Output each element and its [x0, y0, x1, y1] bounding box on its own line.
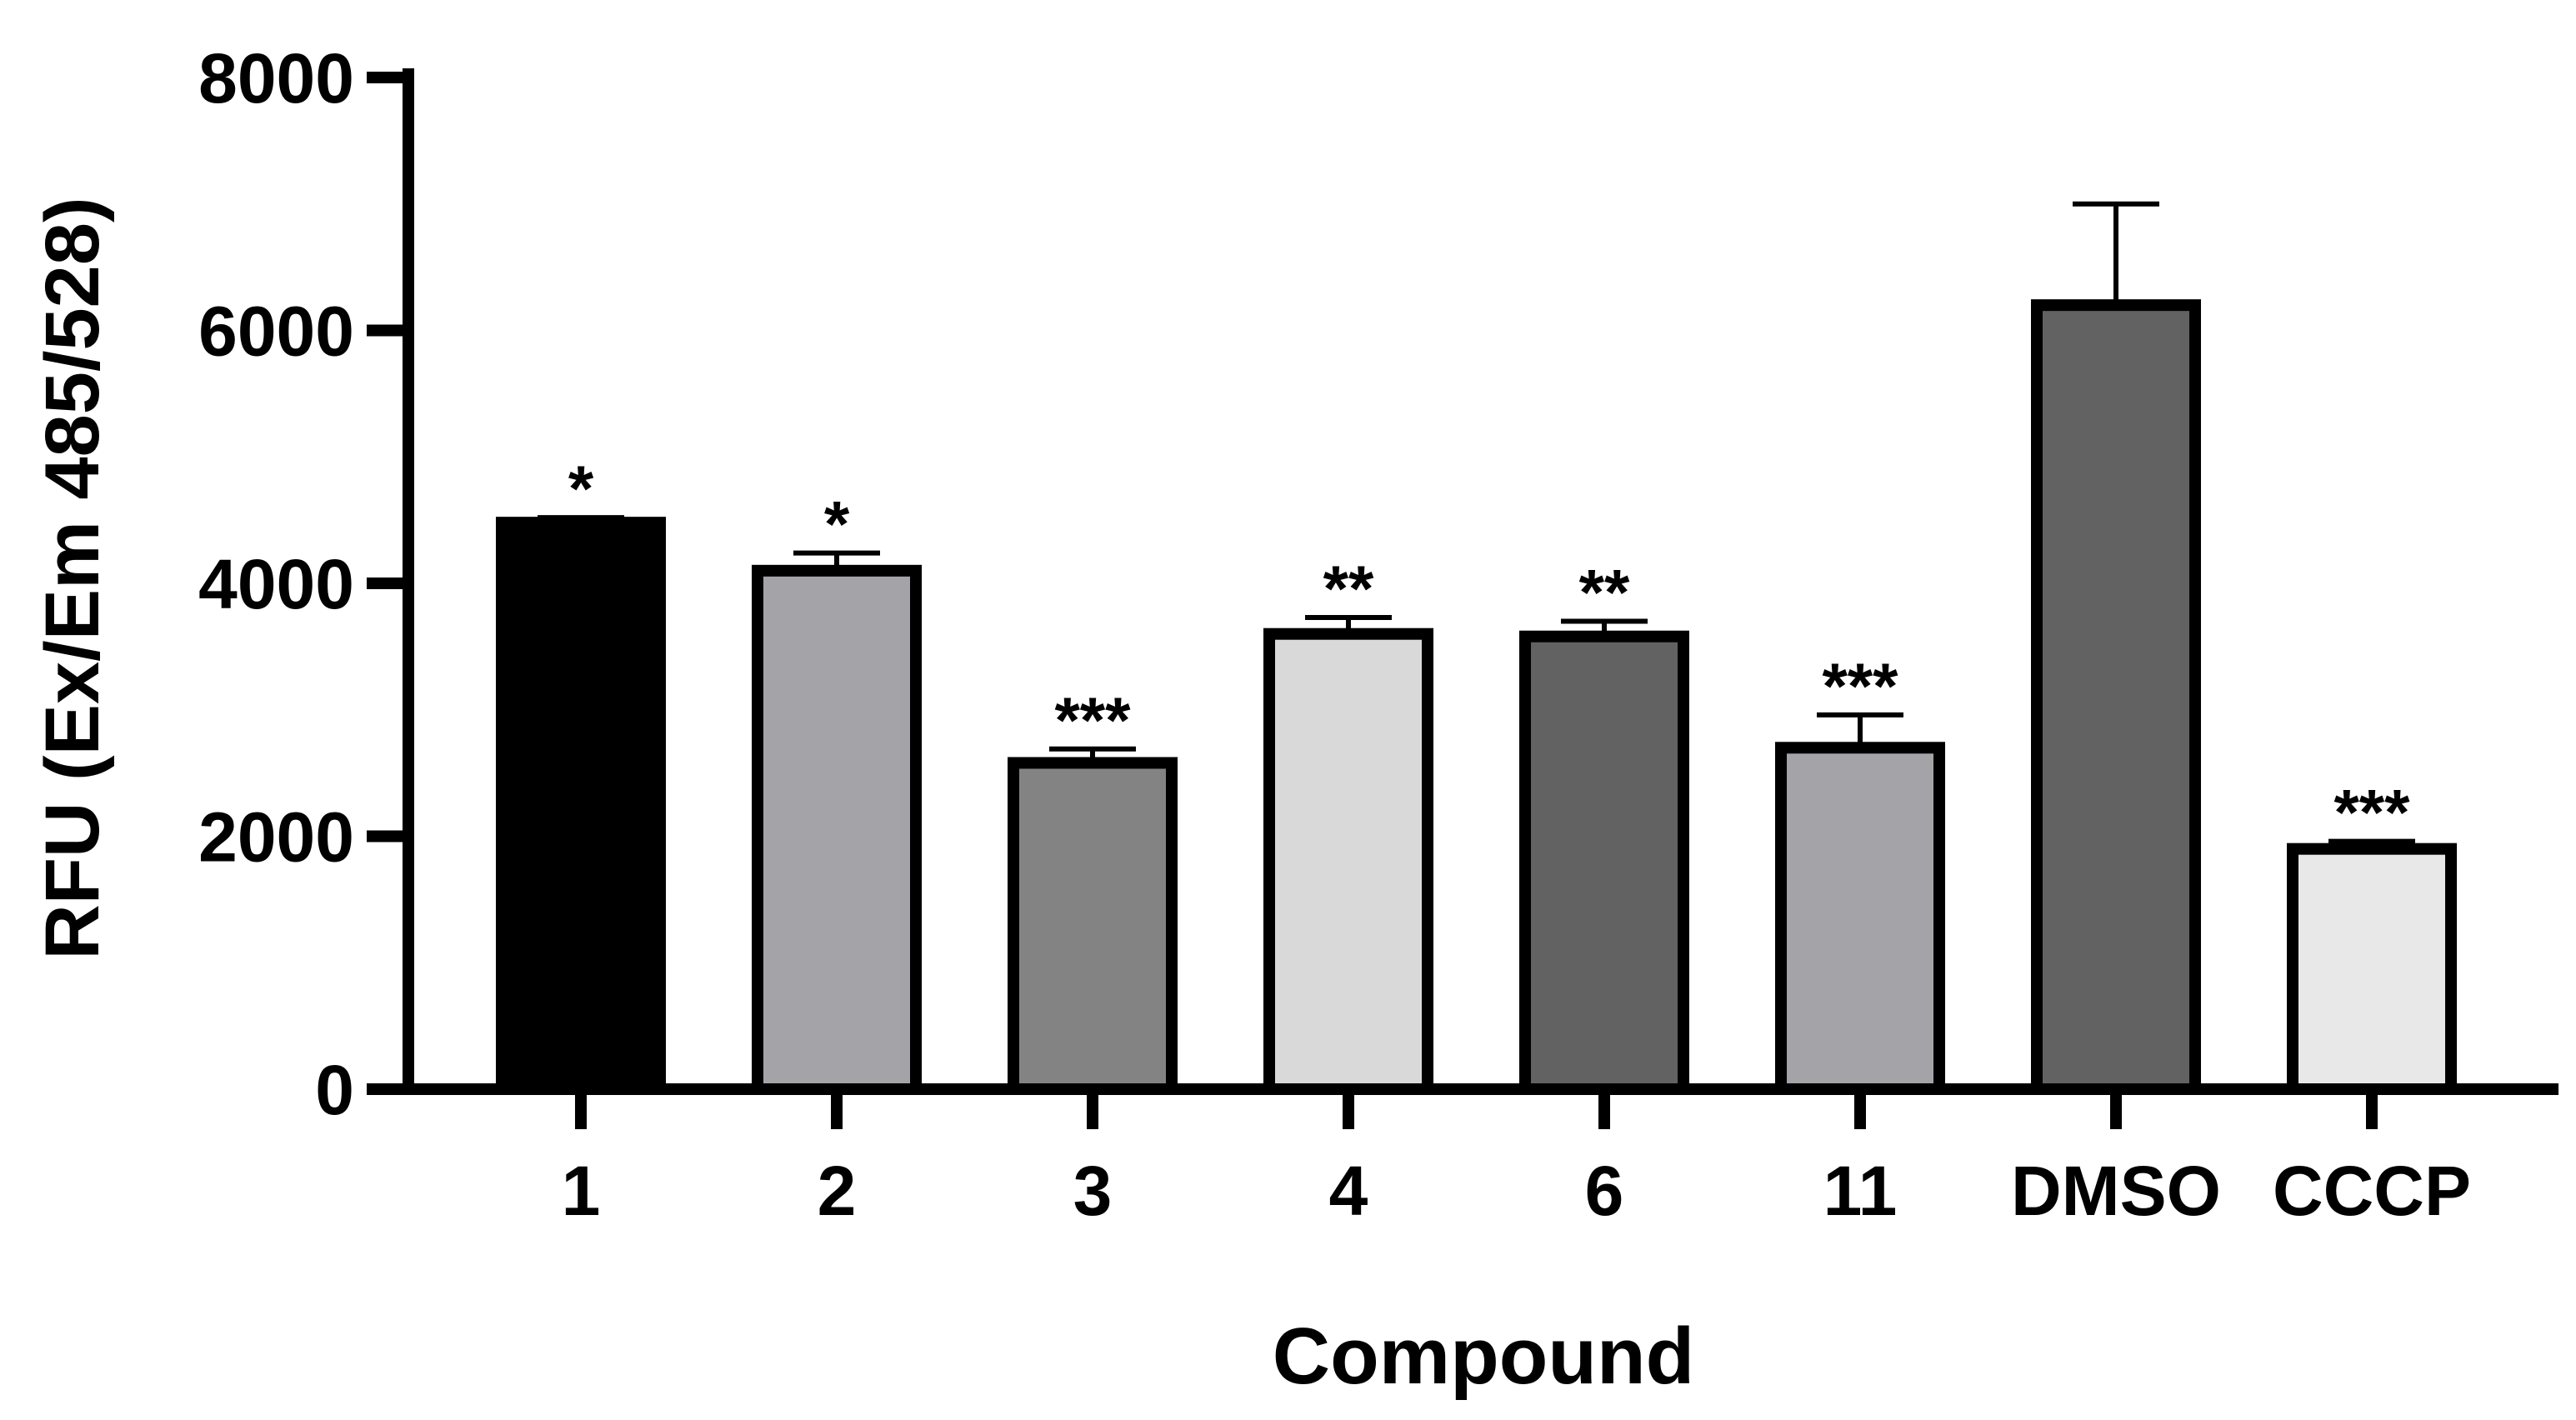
y-tick-label: 4000: [198, 545, 354, 623]
x-axis-title: Compound: [1273, 1312, 1695, 1401]
y-tick-label: 0: [315, 1051, 354, 1129]
y-tick-label: 8000: [198, 39, 354, 118]
x-tick-label: 1: [562, 1152, 601, 1230]
significance-label: ***: [2333, 776, 2410, 849]
significance-label: *: [824, 488, 850, 561]
y-tick-label: 2000: [198, 798, 354, 877]
x-tick-label: 11: [1823, 1152, 1898, 1230]
x-tick-label: 6: [1585, 1152, 1624, 1230]
x-tick-label: 3: [1073, 1152, 1113, 1230]
bar-6: [1519, 630, 1689, 1095]
y-tick-label: 6000: [198, 292, 354, 371]
bar-1: [496, 517, 666, 1095]
significance-label: *: [568, 452, 594, 525]
bar-11: [1775, 742, 1945, 1096]
x-tick-label: 2: [818, 1152, 857, 1230]
bar-4: [1263, 628, 1433, 1095]
significance-label: ***: [1822, 649, 1898, 722]
bar-2: [752, 564, 922, 1095]
ticks-layer: 0 2000 4000 6000 8000 1 2 3 4 6 11 DMSO CCCP: [198, 39, 2471, 1230]
significance-label: **: [1323, 552, 1374, 625]
y-axis-title: RFU (Ex/Em 485/528): [30, 197, 115, 959]
bar-DMSO: [2031, 299, 2201, 1095]
bars-layer: * ****** ********: [496, 201, 2457, 1096]
x-tick-label: CCCP: [2273, 1152, 2471, 1230]
x-tick-label: DMSO: [2011, 1152, 2221, 1230]
x-tick-label: 4: [1329, 1152, 1368, 1230]
significance-label: **: [1579, 556, 1630, 629]
bar-3: [1008, 757, 1178, 1095]
bar-CCCP: [2287, 842, 2457, 1095]
axes-layer: [367, 68, 2558, 1095]
significance-label: ***: [1054, 683, 1131, 757]
